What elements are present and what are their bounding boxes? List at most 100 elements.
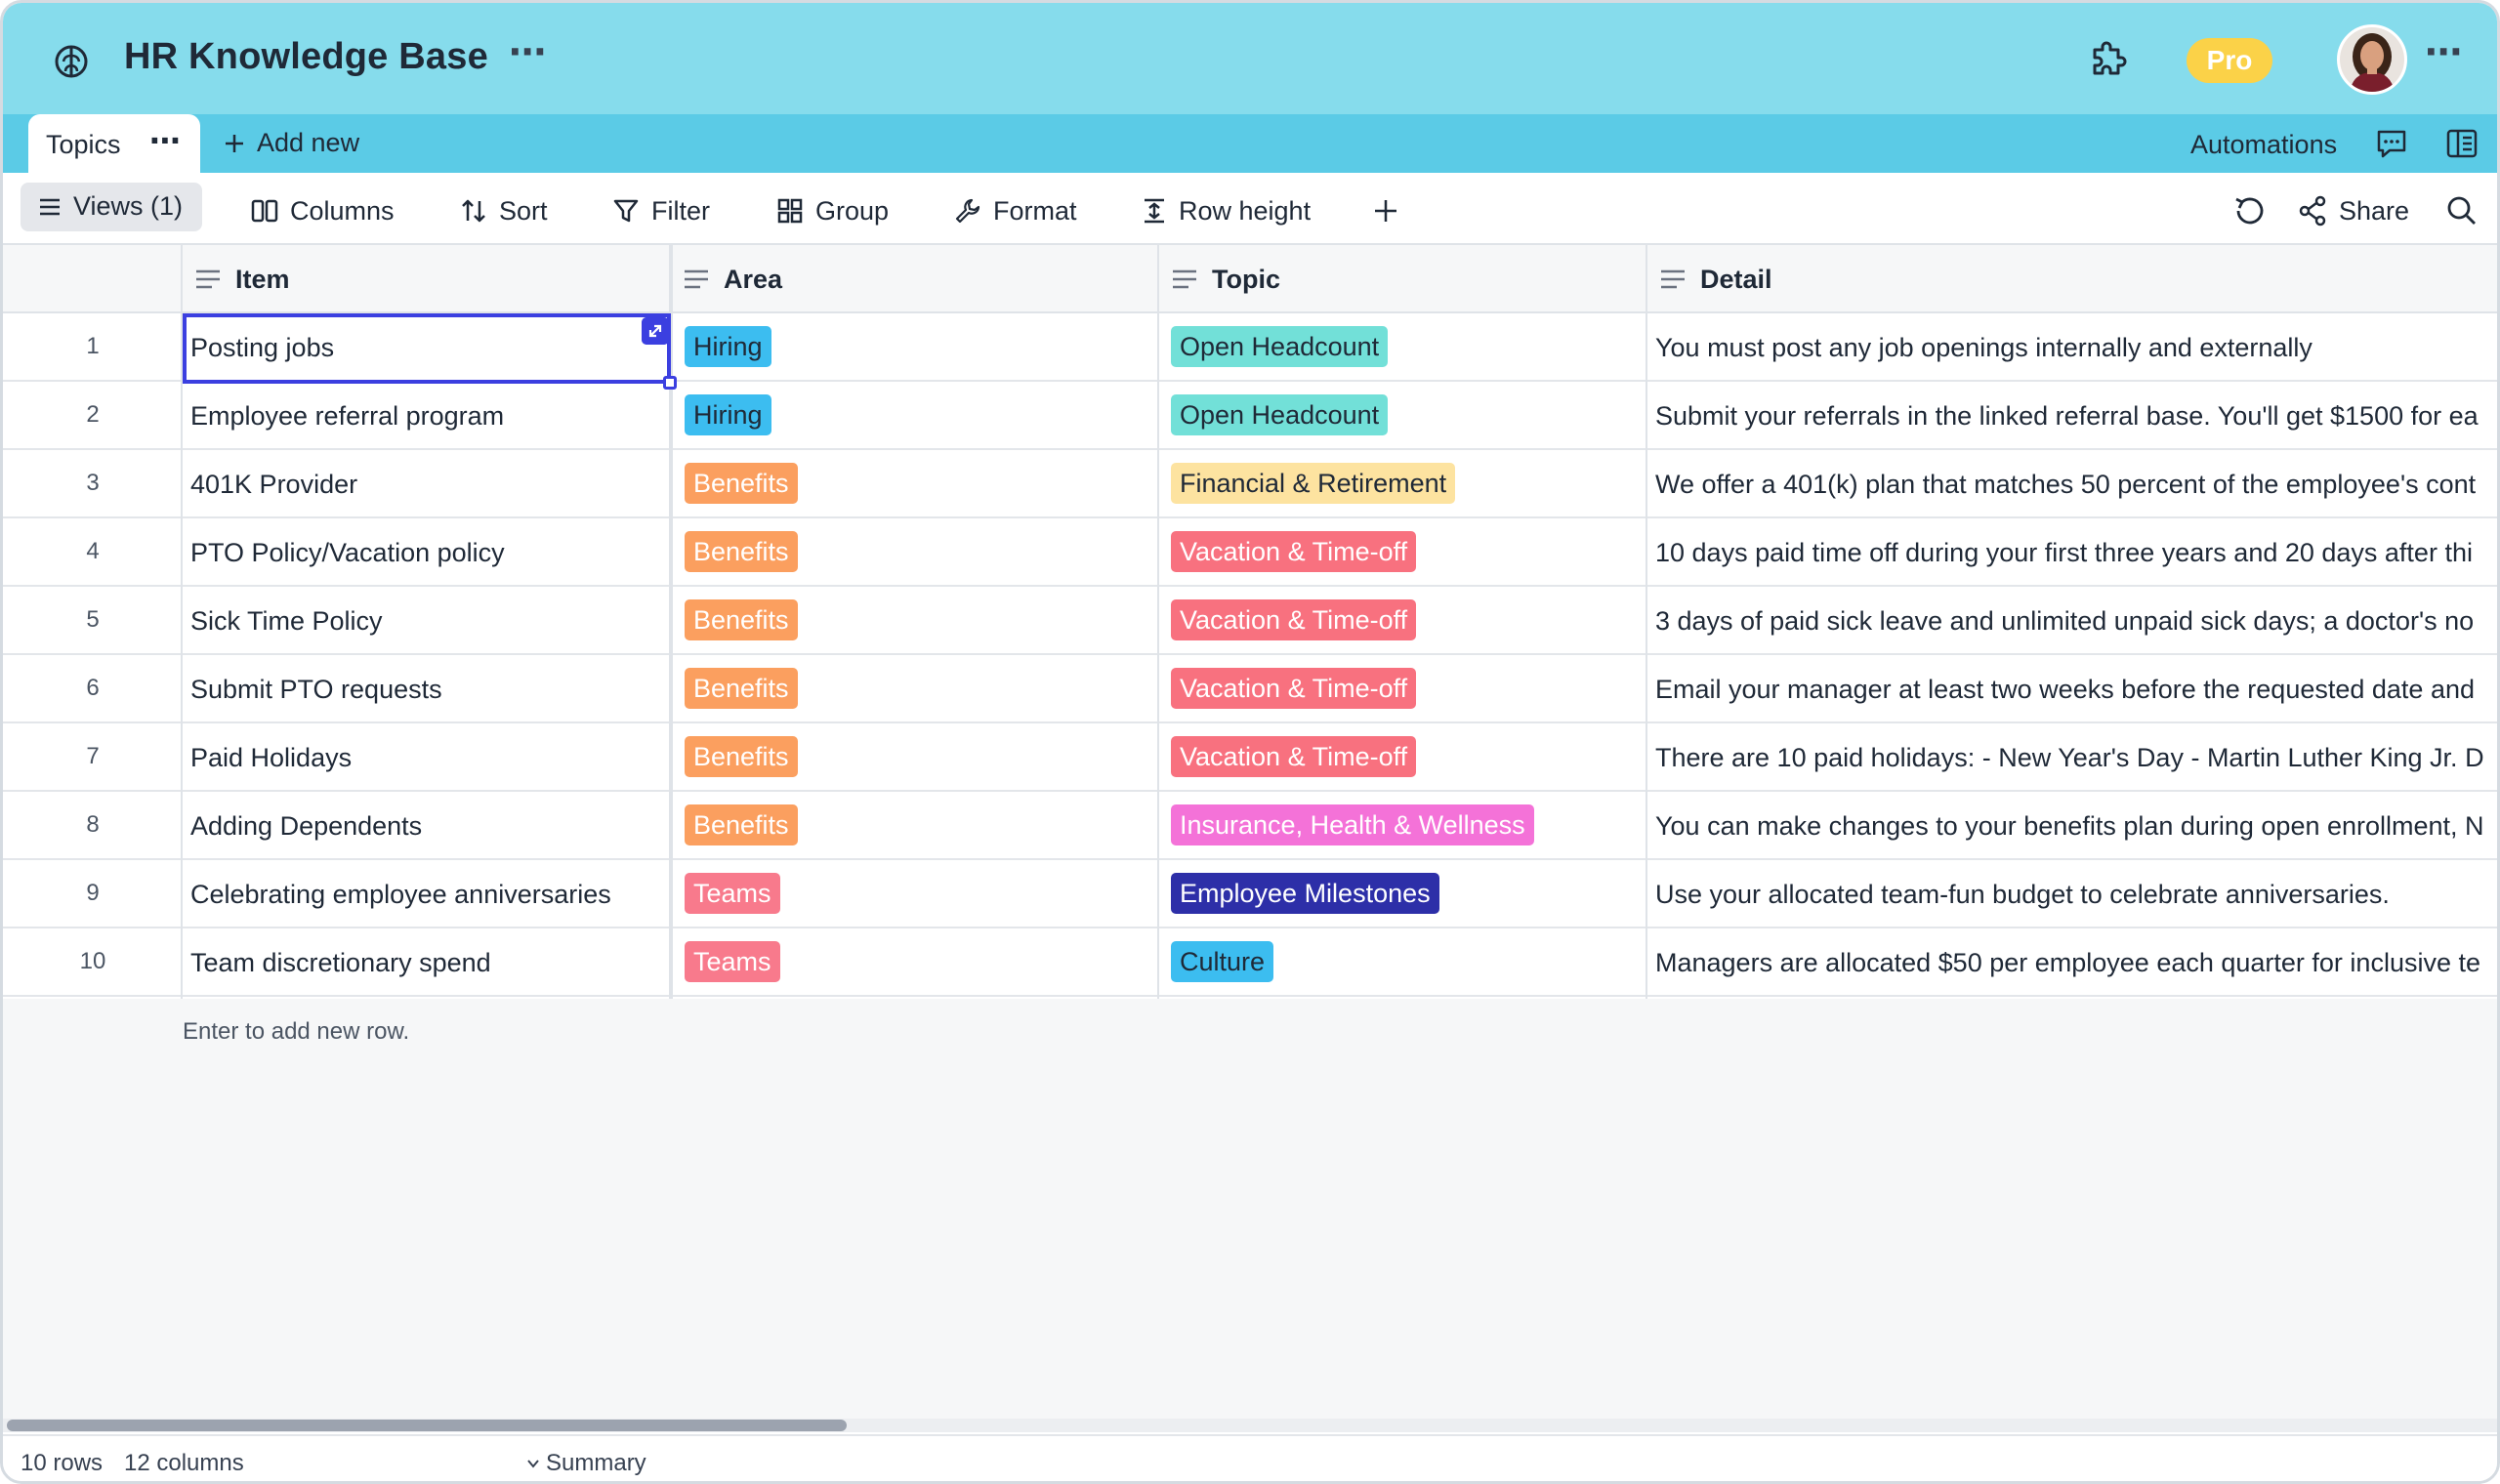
sort-icon bbox=[462, 199, 485, 223]
topic-tag[interactable]: Vacation & Time-off bbox=[1171, 668, 1417, 709]
area-tag[interactable]: Hiring bbox=[685, 394, 771, 435]
history-icon bbox=[2235, 197, 2264, 225]
comment-icon[interactable] bbox=[2374, 126, 2409, 161]
add-table-button[interactable]: Add new bbox=[224, 128, 359, 158]
area-tag[interactable]: Teams bbox=[685, 941, 780, 982]
table-row[interactable]: 9 Celebrating employee anniversaries Teams… bbox=[3, 860, 2497, 928]
table-row[interactable]: 7 Paid Holidays Benefits Vacation & Time-of… bbox=[3, 723, 2497, 792]
topic-tag[interactable]: Open Headcount bbox=[1171, 394, 1389, 435]
cell-item[interactable]: Team discretionary spend bbox=[190, 948, 491, 977]
add-row-hint[interactable]: Enter to add new row. bbox=[183, 1018, 410, 1045]
expand-record-icon[interactable] bbox=[642, 317, 669, 345]
cell-item[interactable]: Submit PTO requests bbox=[190, 675, 442, 704]
cell-item[interactable]: Paid Holidays bbox=[190, 743, 353, 772]
add-view-option-button[interactable] bbox=[1372, 192, 1399, 229]
cell-item[interactable]: 401K Provider bbox=[190, 470, 358, 499]
view-toolbar: Views (1) Columns Sort Filter Group Form… bbox=[3, 173, 2497, 245]
column-divider bbox=[1157, 243, 1159, 999]
cell-item[interactable]: Celebrating employee anniversaries bbox=[190, 880, 611, 909]
column-header-area[interactable]: Area bbox=[671, 245, 782, 313]
puzzle-icon[interactable] bbox=[2087, 38, 2130, 81]
views-button[interactable]: Views (1) bbox=[21, 183, 202, 231]
text-field-icon bbox=[1173, 269, 1196, 289]
user-avatar[interactable] bbox=[2337, 24, 2407, 95]
area-tag[interactable]: Benefits bbox=[685, 736, 798, 777]
cell-detail[interactable]: Submit your referrals in the linked refe… bbox=[1655, 401, 2479, 431]
cell-detail[interactable]: We offer a 401(k) plan that matches 50 p… bbox=[1655, 470, 2477, 499]
history-button[interactable] bbox=[2231, 192, 2267, 229]
cell-item[interactable]: Employee referral program bbox=[190, 401, 505, 431]
automations-button[interactable]: Automations bbox=[2190, 130, 2338, 159]
topic-tag[interactable]: Employee Milestones bbox=[1171, 873, 1439, 914]
cell-detail[interactable]: You can make changes to your benefits pl… bbox=[1655, 811, 2484, 841]
area-tag[interactable]: Hiring bbox=[685, 326, 771, 367]
cell-detail[interactable]: You must post any job openings internall… bbox=[1655, 333, 2312, 362]
empty-grid-area[interactable] bbox=[3, 999, 2497, 1419]
table-row[interactable]: 1 Posting jobs Hiring Open Headcount You mus… bbox=[3, 313, 2497, 382]
area-tag[interactable]: Benefits bbox=[685, 668, 798, 709]
columns-label: Columns bbox=[290, 195, 395, 226]
fill-handle[interactable] bbox=[663, 376, 677, 390]
table-row[interactable]: 5 Sick Time Policy Benefits Vacation & Time… bbox=[3, 587, 2497, 655]
plan-badge[interactable]: Pro bbox=[2187, 38, 2272, 83]
cell-item[interactable]: Adding Dependents bbox=[190, 811, 423, 841]
side-panel-icon[interactable] bbox=[2444, 126, 2479, 161]
topic-tag[interactable]: Open Headcount bbox=[1171, 326, 1389, 367]
cell-detail[interactable]: 3 days of paid sick leave and unlimited … bbox=[1655, 606, 2475, 636]
brain-icon[interactable] bbox=[52, 42, 91, 81]
row-number: 2 bbox=[86, 401, 100, 428]
base-more-icon[interactable]: ⋯ bbox=[509, 32, 548, 73]
cell-item[interactable]: PTO Policy/Vacation policy bbox=[190, 538, 505, 567]
topic-tag[interactable]: Financial & Retirement bbox=[1171, 463, 1456, 504]
tab-topics[interactable]: Topics ⋯ bbox=[28, 114, 200, 173]
sort-button[interactable]: Sort bbox=[460, 192, 548, 229]
column-header-topic[interactable]: Topic bbox=[1159, 245, 1280, 313]
cell-detail[interactable]: Managers are allocated $50 per employee … bbox=[1655, 948, 2480, 977]
area-tag[interactable]: Teams bbox=[685, 873, 780, 914]
topic-tag[interactable]: Vacation & Time-off bbox=[1171, 599, 1417, 640]
share-button[interactable]: Share bbox=[2298, 192, 2409, 229]
menu-icon bbox=[40, 198, 60, 215]
column-header-label: Topic bbox=[1212, 264, 1280, 294]
filter-icon bbox=[613, 199, 639, 223]
table-row[interactable]: 2 Employee referral program Hiring Open Hea… bbox=[3, 382, 2497, 450]
area-tag[interactable]: Benefits bbox=[685, 463, 798, 504]
table-row[interactable]: 10 Team discretionary spend Teams Culture Ma… bbox=[3, 928, 2497, 997]
row-number: 8 bbox=[86, 811, 100, 838]
row-height-button[interactable]: Row height bbox=[1142, 192, 1311, 229]
cell-detail[interactable]: Email your manager at least two weeks be… bbox=[1655, 675, 2475, 704]
more-options-icon[interactable]: ⋯ bbox=[2425, 32, 2464, 73]
plus-icon bbox=[226, 134, 243, 152]
base-title[interactable]: HR Knowledge Base bbox=[124, 36, 488, 77]
area-tag[interactable]: Benefits bbox=[685, 531, 798, 572]
area-tag[interactable]: Benefits bbox=[685, 804, 798, 845]
columns-button[interactable]: Columns bbox=[251, 192, 395, 229]
topic-tag[interactable]: Insurance, Health & Wellness bbox=[1171, 804, 1534, 845]
column-header-detail[interactable]: Detail bbox=[1647, 245, 1772, 313]
topic-tag[interactable]: Culture bbox=[1171, 941, 1274, 982]
table-row[interactable]: 6 Submit PTO requests Benefits Vacation & T… bbox=[3, 655, 2497, 723]
tab-more-icon[interactable]: ⋯ bbox=[149, 123, 182, 158]
table-row[interactable]: 3 401K Provider Benefits Financial & Retire… bbox=[3, 450, 2497, 518]
table-row[interactable]: 4 PTO Policy/Vacation policy Benefits Vacat… bbox=[3, 518, 2497, 587]
column-header-label: Item bbox=[235, 264, 290, 294]
filter-button[interactable]: Filter bbox=[612, 192, 710, 229]
cell-detail[interactable]: Use your allocated team-fun budget to ce… bbox=[1655, 880, 2390, 909]
cell-item[interactable]: Sick Time Policy bbox=[190, 606, 383, 636]
column-header-item[interactable]: Item bbox=[183, 245, 290, 313]
row-count: 10 rows bbox=[21, 1450, 104, 1476]
group-button[interactable]: Group bbox=[776, 192, 889, 229]
text-field-icon bbox=[1661, 269, 1685, 289]
table-row[interactable]: 8 Adding Dependents Benefits Insurance, Hea… bbox=[3, 792, 2497, 860]
horizontal-scrollbar-thumb[interactable] bbox=[7, 1420, 847, 1431]
cell-detail[interactable]: There are 10 paid holidays: - New Year's… bbox=[1655, 743, 2484, 772]
wrench-icon bbox=[955, 198, 980, 224]
topic-tag[interactable]: Vacation & Time-off bbox=[1171, 531, 1417, 572]
cell-item[interactable]: Posting jobs bbox=[190, 333, 335, 362]
summary-button[interactable]: Summary bbox=[526, 1450, 646, 1477]
search-button[interactable] bbox=[2446, 192, 2478, 229]
format-button[interactable]: Format bbox=[954, 192, 1077, 229]
topic-tag[interactable]: Vacation & Time-off bbox=[1171, 736, 1417, 777]
cell-detail[interactable]: 10 days paid time off during your first … bbox=[1655, 538, 2473, 567]
area-tag[interactable]: Benefits bbox=[685, 599, 798, 640]
